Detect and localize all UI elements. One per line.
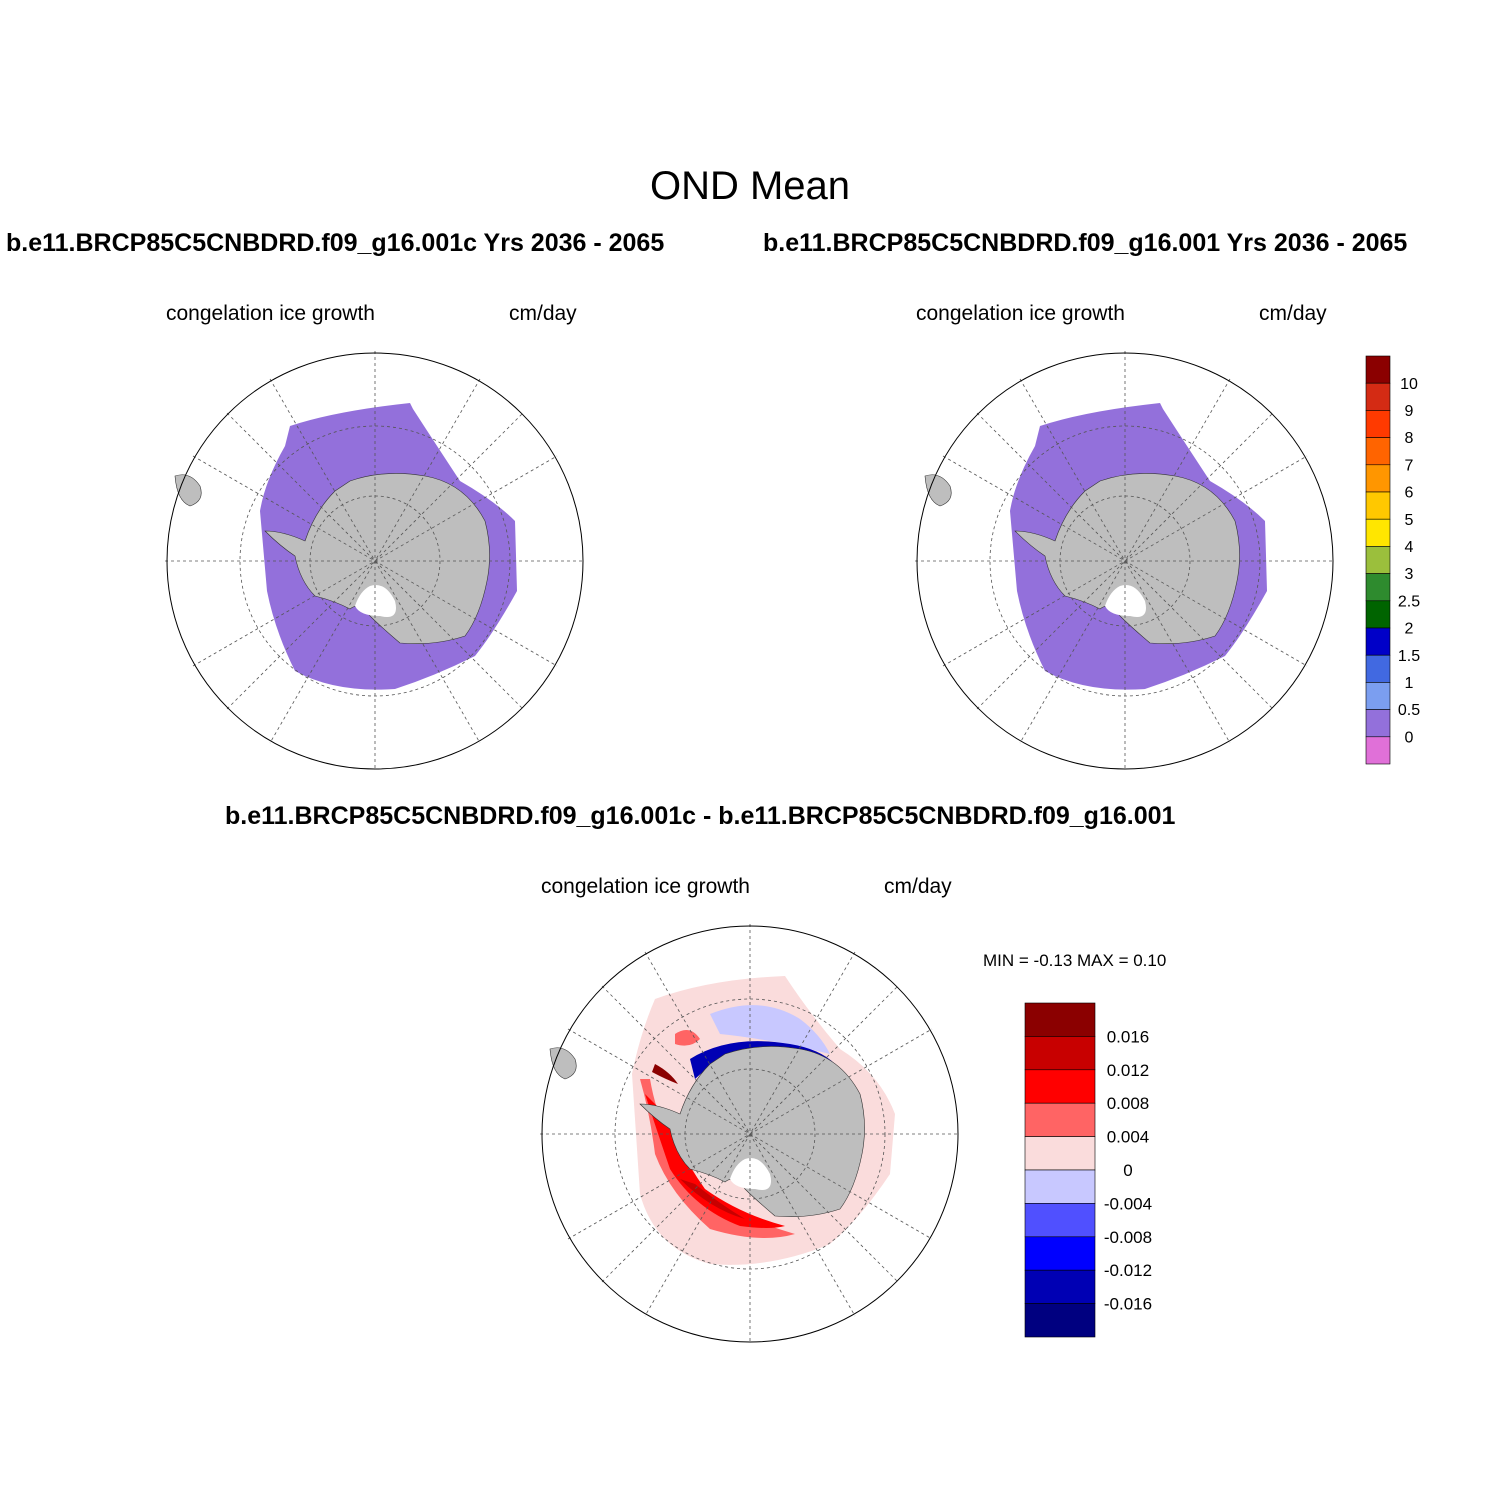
difference-title: b.e11.BRCP85C5CNBDRD.f09_g16.001c - b.e1… bbox=[225, 802, 1176, 830]
colorbar-swatch bbox=[1024, 1269, 1096, 1304]
colorbar-swatch bbox=[1024, 1002, 1096, 1037]
min-max-label: MIN = -0.13 MAX = 0.10 bbox=[983, 951, 1167, 970]
colorbar-label: 2.5 bbox=[1398, 593, 1420, 610]
colorbar-swatch bbox=[1365, 518, 1391, 547]
colorbar-swatch bbox=[1365, 654, 1391, 683]
south-america-tip bbox=[924, 474, 952, 507]
colorbar-swatch bbox=[1024, 1203, 1096, 1238]
colorbar-label: 0 bbox=[1405, 729, 1414, 746]
colorbar-swatch bbox=[1365, 437, 1391, 466]
colorbar-label: 7 bbox=[1405, 457, 1414, 474]
colorbar-label: 1.5 bbox=[1398, 648, 1420, 665]
top-colorbar: 10 9 8 7 6 5 4 3 2.5 2 1.5 1 0.5 0 bbox=[1365, 355, 1420, 765]
colorbar-swatch bbox=[1365, 382, 1391, 411]
colorbar-swatch bbox=[1024, 1102, 1096, 1137]
left-variable-label: congelation ice growth bbox=[166, 302, 375, 325]
colorbar-swatch bbox=[1024, 1303, 1096, 1338]
graticule bbox=[540, 924, 960, 1344]
colorbar-label: 1 bbox=[1405, 675, 1414, 692]
colorbar-label: 0.012 bbox=[1107, 1061, 1150, 1080]
colorbar-label: 0.004 bbox=[1107, 1128, 1150, 1147]
colorbar-swatch bbox=[1365, 355, 1391, 384]
colorbar-label: 0.016 bbox=[1107, 1027, 1150, 1046]
colorbar-label: 9 bbox=[1405, 403, 1414, 420]
south-america-tip bbox=[174, 474, 202, 507]
difference-colorbar: 0.016 0.012 0.008 0.004 0 -0.004 -0.008 -0.012 -… bbox=[1024, 1002, 1152, 1338]
colorbar-label: 10 bbox=[1400, 376, 1418, 393]
colorbar-swatch bbox=[1024, 1069, 1096, 1104]
south-america-tip bbox=[549, 1047, 577, 1080]
colorbar-label: -0.008 bbox=[1104, 1228, 1152, 1247]
colorbar-label: 6 bbox=[1405, 485, 1414, 502]
diff-units-label: cm/day bbox=[884, 875, 952, 898]
colorbar-label: 3 bbox=[1405, 566, 1414, 583]
figure-title: OND Mean bbox=[649, 164, 851, 208]
left-polar-map bbox=[165, 351, 585, 771]
left-run-title: b.e11.BRCP85C5CNBDRD.f09_g16.001c Yrs 20… bbox=[6, 229, 665, 257]
right-polar-map bbox=[915, 351, 1335, 771]
colorbar-swatch bbox=[1024, 1036, 1096, 1071]
colorbar-swatch bbox=[1024, 1236, 1096, 1271]
colorbar-swatch bbox=[1365, 736, 1391, 765]
diff-variable-label: congelation ice growth bbox=[541, 875, 750, 898]
colorbar-label: -0.012 bbox=[1104, 1261, 1152, 1280]
colorbar-swatch bbox=[1024, 1136, 1096, 1171]
colorbar-label: 5 bbox=[1405, 512, 1414, 529]
map-boundary bbox=[916, 352, 1334, 770]
right-variable-label: congelation ice growth bbox=[916, 302, 1125, 325]
graticule bbox=[915, 351, 1335, 771]
right-units-label: cm/day bbox=[1259, 302, 1327, 325]
colorbar-swatch bbox=[1365, 600, 1391, 629]
colorbar-swatch bbox=[1024, 1169, 1096, 1204]
colorbar-swatch bbox=[1365, 627, 1391, 656]
colorbar-swatch bbox=[1365, 682, 1391, 710]
colorbar-label: 0.008 bbox=[1107, 1094, 1150, 1113]
graticule bbox=[165, 351, 585, 771]
colorbar-label: 8 bbox=[1405, 430, 1414, 447]
colorbar-label: 2 bbox=[1405, 621, 1414, 638]
colorbar-label: -0.016 bbox=[1104, 1295, 1152, 1314]
colorbar-swatch bbox=[1365, 410, 1391, 438]
colorbar-swatch bbox=[1365, 546, 1391, 574]
colorbar-swatch bbox=[1365, 464, 1391, 493]
colorbar-swatch bbox=[1365, 709, 1391, 738]
map-boundary bbox=[166, 352, 584, 770]
colorbar-swatch bbox=[1365, 573, 1391, 602]
colorbar-label: -0.004 bbox=[1104, 1194, 1152, 1213]
difference-polar-map bbox=[540, 924, 960, 1344]
left-units-label: cm/day bbox=[509, 302, 577, 325]
colorbar-label: 0 bbox=[1123, 1161, 1132, 1180]
colorbar-label: 4 bbox=[1405, 539, 1414, 556]
colorbar-swatch bbox=[1365, 491, 1391, 520]
right-run-title: b.e11.BRCP85C5CNBDRD.f09_g16.001 Yrs 203… bbox=[763, 229, 1408, 257]
colorbar-label: 0.5 bbox=[1398, 702, 1420, 719]
map-boundary bbox=[541, 925, 959, 1343]
